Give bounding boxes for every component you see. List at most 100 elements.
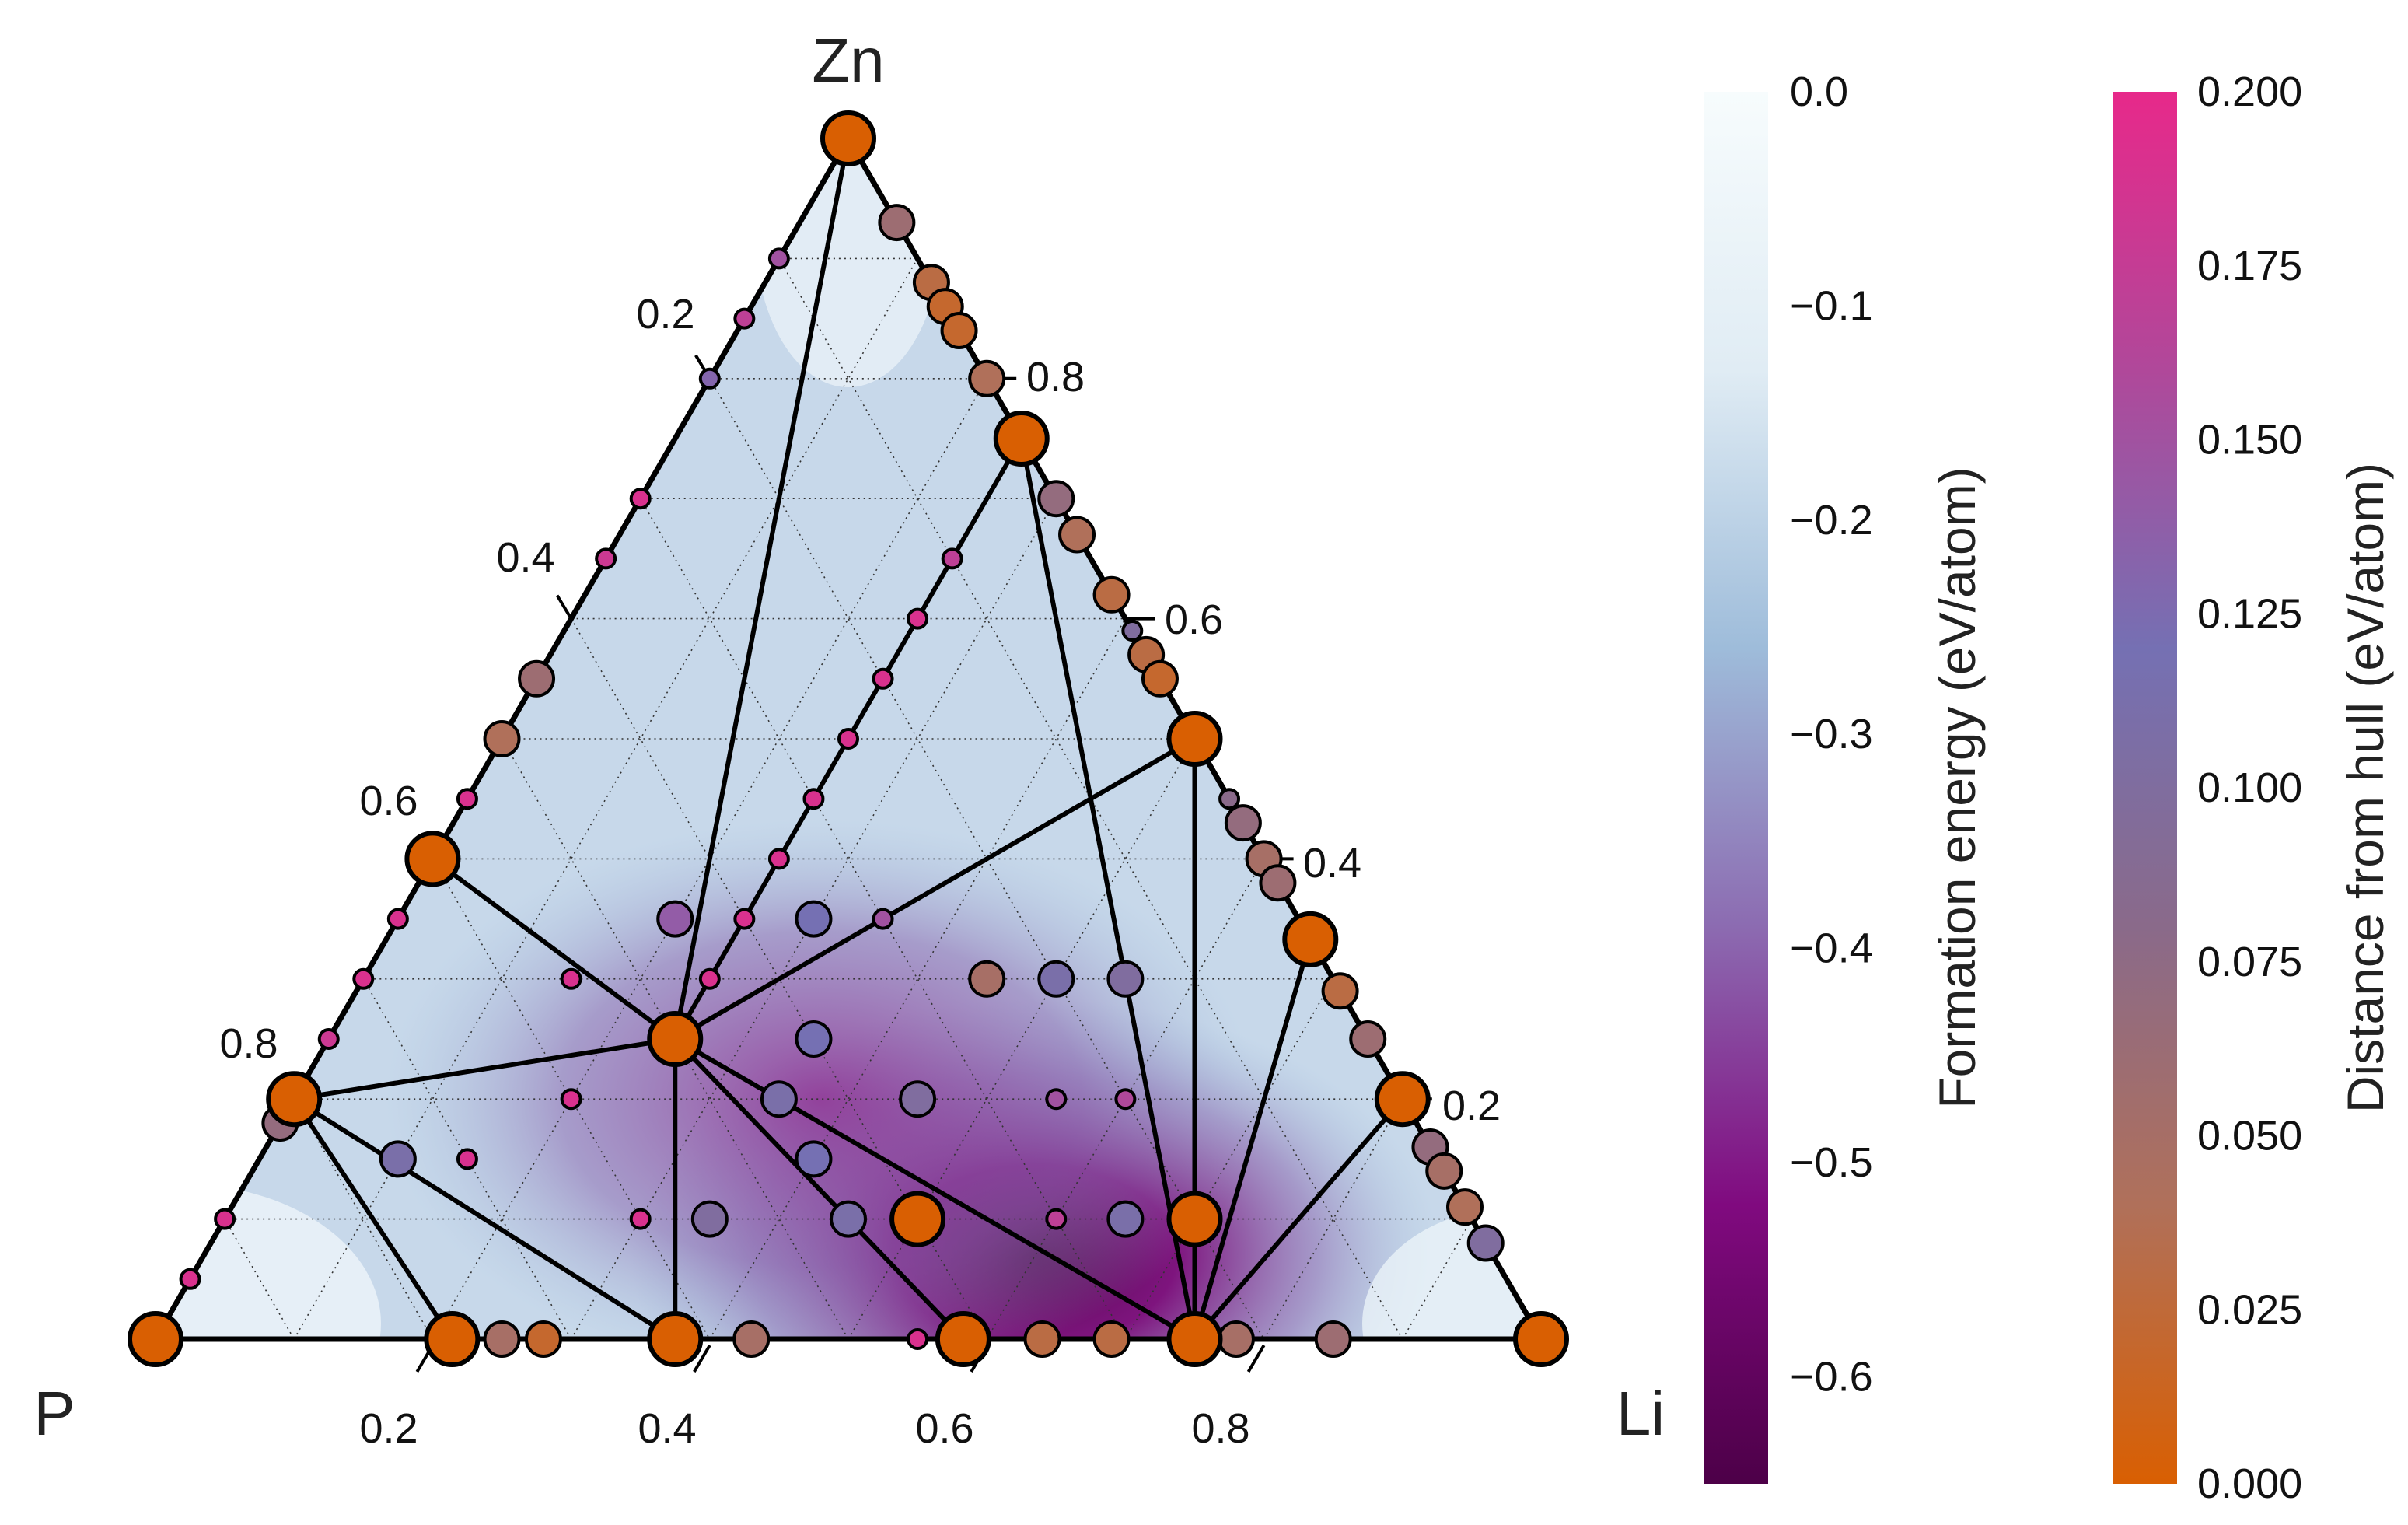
unstable-phase-point	[968, 960, 1006, 998]
unstable-phase-point	[483, 1320, 521, 1358]
unstable-phase-point	[907, 1328, 929, 1350]
colorbar-tick-label: −0.3	[1790, 711, 1873, 757]
unstable-phase-point	[802, 788, 825, 810]
unstable-phase-point	[940, 312, 978, 350]
stable-phase-point	[266, 1071, 323, 1128]
stable-phase-point	[1166, 1311, 1223, 1367]
hull-tieline	[1192, 939, 1313, 1340]
unstable-phase-point	[179, 1268, 201, 1290]
unstable-phase-point	[1037, 480, 1075, 518]
unstable-phase-point	[767, 247, 790, 270]
unstable-phase-point	[795, 1020, 833, 1058]
unstable-phase-point	[1045, 1088, 1068, 1111]
unstable-phase-point	[733, 307, 756, 330]
colorbar-tick-label: 0.0	[1790, 68, 1848, 115]
unstable-phase-point	[352, 967, 375, 990]
unstable-phase-point	[1121, 620, 1144, 642]
colorbar-tick-label: 0.175	[2197, 243, 2302, 289]
unstable-phase-point	[560, 1088, 582, 1111]
unstable-phase-point	[1425, 1152, 1463, 1190]
formation-energy-colorbar: 0.0 −0.1 −0.2 −0.3 −0.4 −0.5 −0.6 Formation en…	[1704, 68, 1986, 1484]
unstable-phase-point	[698, 367, 721, 390]
stable-phase-point	[935, 1311, 991, 1367]
stable-phase-point	[1513, 1311, 1569, 1367]
hull-distance-colorbar-gradient	[2113, 92, 2177, 1484]
unstable-phase-point	[456, 1148, 478, 1170]
stable-phase-point	[404, 831, 461, 887]
unstable-phase-point	[760, 1080, 798, 1118]
hull-tieline	[1019, 438, 1197, 1340]
stable-phase-point	[128, 1311, 183, 1367]
left-tick-label: 0.4	[496, 534, 554, 581]
unstable-phase-point	[941, 547, 963, 570]
colorbar-tick-label: −0.2	[1790, 497, 1873, 544]
hull-tieline	[292, 1097, 676, 1341]
unstable-phase-point	[1259, 864, 1297, 902]
unstable-phase-point	[629, 1208, 652, 1230]
bottom-tick-label: 0.6	[915, 1405, 973, 1452]
unstable-phase-point	[795, 1140, 833, 1178]
grid-line	[501, 738, 849, 1340]
unstable-phase-point	[899, 1080, 937, 1118]
unstable-phase-point	[456, 788, 478, 810]
right-tick-label: 0.8	[1026, 354, 1085, 400]
bottom-tick-label: 0.2	[359, 1405, 418, 1452]
unstable-phase-point	[907, 607, 929, 630]
hull-tieline	[293, 1037, 676, 1102]
unstable-phase-point	[1445, 1188, 1484, 1226]
colorbar-tick-label: 0.050	[2197, 1113, 2302, 1159]
unstable-phase-point	[698, 967, 721, 990]
unstable-phase-point	[872, 667, 894, 690]
unstable-phase-point	[629, 488, 652, 510]
tick-mark	[693, 1344, 711, 1373]
hull-tieline	[431, 856, 677, 1041]
hull-tieline	[673, 138, 851, 1040]
unstable-phase-point	[595, 547, 617, 570]
left-tick-label: 0.2	[636, 291, 694, 338]
unstable-phase-point	[386, 908, 409, 930]
colorbar-tick-label: 0.100	[2197, 764, 2302, 811]
colorbar-tick-label: 0.125	[2197, 590, 2302, 637]
unstable-phase-point	[767, 848, 790, 870]
unstable-phase-point	[837, 728, 859, 750]
formation-energy-field	[156, 138, 1541, 1339]
hull-distance-colorbar-title: Distance from hull (eV/atom)	[2336, 463, 2394, 1113]
right-tick-label: 0.6	[1165, 596, 1223, 643]
hull-tieline	[292, 1097, 454, 1341]
field-midrange	[385, 819, 1256, 1339]
grid-line	[224, 1219, 295, 1340]
right-tick-label: 0.4	[1303, 840, 1361, 887]
unstable-phase-point	[214, 1208, 236, 1230]
stable-phase-point	[647, 1011, 704, 1067]
colorbar-tick-label: 0.075	[2197, 939, 2302, 985]
ternary-tick-labels: 0.2 0.4 0.6 0.8 0.2 0.4 0.6 0.8 0.8 0.6 …	[219, 291, 1501, 1452]
colorbar-tick-label: 0.025	[2197, 1286, 2302, 1333]
unstable-phase-point	[317, 1028, 340, 1050]
unstable-phase-point	[1045, 1208, 1068, 1230]
unstable-phase-point	[1058, 516, 1096, 554]
unstable-phase-point	[732, 1320, 771, 1358]
hull-distance-colorbar-ticks: 0.200 0.175 0.150 0.125 0.100 0.075 0.050 0.025…	[2197, 68, 2302, 1507]
hull-tieline	[673, 1037, 1197, 1341]
unstable-phase-point	[1092, 1320, 1131, 1358]
field-corner-highlight	[1362, 1207, 1541, 1339]
stable-phase-point	[1282, 911, 1339, 967]
unstable-phase-point	[560, 967, 582, 990]
unstable-phase-point	[483, 720, 521, 757]
tick-mark	[1246, 1344, 1266, 1373]
colorbar-tick-label: −0.1	[1790, 282, 1873, 329]
bottom-tick-label: 0.8	[1191, 1405, 1249, 1452]
colorbar-tick-label: 0.000	[2197, 1460, 2302, 1507]
bottom-tick-label: 0.4	[638, 1405, 696, 1452]
phase-points	[128, 110, 1569, 1367]
corner-label-top: Zn	[812, 26, 884, 95]
grid-line	[1124, 978, 1334, 1340]
unstable-phase-point	[1466, 1224, 1505, 1262]
unstable-phase-point	[524, 1320, 562, 1358]
unstable-phase-point	[1224, 804, 1262, 842]
stable-phase-point	[1166, 711, 1223, 767]
unstable-phase-point	[1106, 1200, 1145, 1238]
stable-phase-point	[820, 110, 876, 166]
left-tick-label: 0.8	[219, 1020, 278, 1067]
unstable-phase-point	[1114, 1088, 1137, 1111]
